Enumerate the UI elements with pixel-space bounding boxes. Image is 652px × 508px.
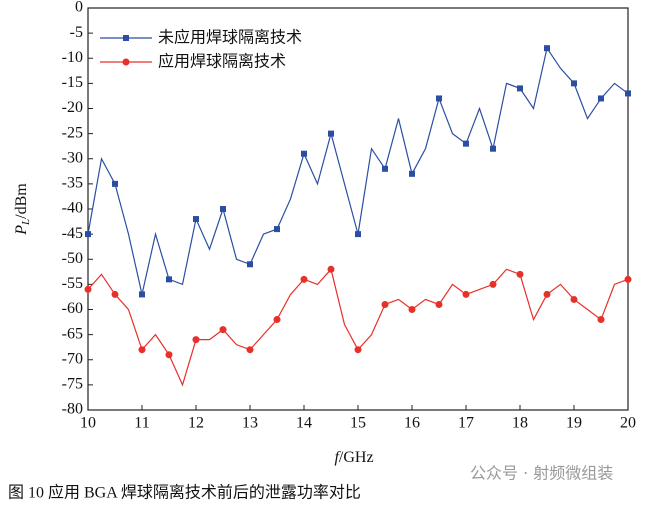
x-tick-label: 14	[296, 415, 312, 432]
y-tick-label: -80	[62, 401, 83, 418]
marker	[138, 346, 146, 354]
marker	[111, 290, 119, 298]
marker	[165, 351, 173, 359]
marker	[571, 80, 577, 87]
marker	[570, 295, 578, 303]
series-line	[87, 268, 629, 387]
y-axis-label: PL/dBm	[13, 183, 32, 236]
y-tick-label: -60	[62, 300, 83, 317]
marker	[192, 336, 200, 344]
marker	[490, 145, 496, 152]
y-tick-label: -30	[62, 149, 83, 166]
y-tick-label: 0	[75, 0, 83, 16]
legend-marker	[122, 58, 130, 66]
y-label-sub: L	[20, 219, 32, 226]
marker	[544, 45, 550, 52]
marker	[409, 170, 415, 177]
marker	[463, 140, 469, 147]
y-tick-label: -70	[62, 350, 83, 367]
x-axis-label: f/GHz	[334, 449, 373, 466]
marker	[327, 265, 335, 273]
marker	[543, 290, 551, 298]
marker	[625, 90, 631, 97]
y-label-unit: /dBm	[13, 183, 30, 219]
x-tick-label: 10	[80, 415, 96, 432]
marker	[489, 280, 497, 288]
marker	[516, 270, 524, 278]
marker	[408, 306, 416, 313]
marker	[139, 291, 145, 298]
marker	[219, 326, 227, 334]
x-tick-label: 13	[242, 415, 258, 432]
marker	[274, 226, 280, 233]
y-tick-label: -75	[62, 376, 83, 393]
x-tick-label: 20	[620, 415, 636, 432]
caption: 图 10 应用 BGA 焊球隔离技术前后的泄露功率对比	[8, 483, 361, 502]
x-tick-label: 19	[566, 415, 582, 432]
legend-label: 应用焊球隔离技术	[158, 52, 286, 71]
marker	[247, 261, 253, 268]
series-line	[87, 46, 629, 295]
marker	[436, 95, 442, 102]
marker	[301, 150, 307, 157]
x-tick-label: 17	[458, 415, 474, 432]
y-tick-label: -45	[62, 225, 83, 242]
y-tick-label: -35	[62, 175, 83, 192]
marker	[354, 346, 362, 354]
marker	[300, 275, 308, 283]
legend-marker	[123, 35, 129, 41]
x-tick-label: 18	[512, 415, 528, 432]
x-tick-label: 15	[350, 415, 366, 432]
x-tick-label: 16	[404, 415, 420, 432]
marker	[166, 276, 172, 283]
y-tick-label: -10	[62, 49, 83, 66]
y-tick-label: -20	[62, 99, 83, 116]
marker	[85, 231, 91, 238]
y-tick-label: -25	[62, 124, 83, 141]
y-label-var: P	[13, 225, 30, 236]
marker	[328, 130, 334, 137]
marker	[598, 95, 604, 102]
marker	[624, 275, 632, 283]
marker	[246, 346, 254, 354]
marker	[84, 285, 92, 293]
marker	[273, 316, 281, 324]
marker	[355, 231, 361, 238]
y-tick-label: -65	[62, 325, 83, 342]
marker	[597, 316, 605, 324]
marker	[517, 85, 523, 92]
x-label-var: f	[334, 449, 341, 466]
legend-label: 未应用焊球隔离技术	[158, 28, 302, 47]
marker	[462, 290, 470, 298]
x-tick-label: 12	[188, 415, 204, 432]
y-tick-label: -40	[62, 200, 83, 217]
x-tick-label: 11	[134, 415, 149, 432]
watermark: 公众号 · 射频微组装	[470, 464, 613, 483]
marker	[220, 206, 226, 212]
marker	[112, 180, 118, 187]
marker	[435, 300, 443, 308]
y-tick-label: -15	[62, 74, 83, 91]
x-label-unit: /GHz	[339, 449, 374, 466]
marker	[382, 165, 388, 172]
y-tick-label: -5	[70, 24, 83, 41]
marker	[381, 300, 389, 308]
marker	[193, 216, 199, 223]
y-tick-label: -50	[62, 250, 83, 267]
y-tick-label: -55	[62, 275, 83, 292]
